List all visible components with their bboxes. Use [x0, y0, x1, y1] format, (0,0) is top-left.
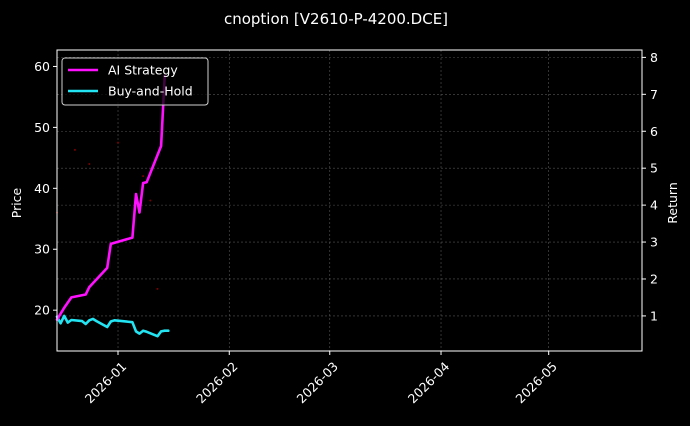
- plot-frame: [56, 49, 643, 352]
- series-lines: [55, 74, 170, 338]
- y-right-tick-label: 8: [650, 50, 658, 65]
- y-right-tick-label: 1: [650, 308, 658, 323]
- x-tick-label: 2026-03: [294, 359, 342, 407]
- y-axis-label-right: Return: [665, 182, 680, 223]
- legend-label-buy-and-hold: Buy-and-Hold: [108, 84, 193, 99]
- y-left-tick-label: 50: [34, 120, 50, 135]
- price-marker-point: [142, 175, 145, 178]
- y-left-tick-label: 30: [34, 242, 50, 257]
- y-right-tick-label: 2: [650, 271, 658, 286]
- y-right-tick-label: 3: [650, 235, 658, 250]
- legend: AI Strategy Buy-and-Hold: [61, 57, 209, 106]
- x-tick-label: 2026-05: [512, 359, 560, 407]
- price-marker-point: [88, 162, 91, 165]
- y-right-tick-label: 7: [650, 87, 658, 102]
- x-tick-label: 2026-02: [193, 359, 241, 407]
- y-left-tick-label: 40: [34, 181, 50, 196]
- price-marker-point: [149, 199, 152, 202]
- y-axis-label-left: Price: [9, 187, 24, 218]
- chart-title: cnoption [V2610-P-4200.DCE]: [224, 10, 448, 28]
- price-marker-point: [156, 287, 159, 290]
- x-tick-label: 2026-01: [82, 359, 130, 407]
- ai-strategy-line: [55, 74, 166, 321]
- price-marker-point: [73, 148, 76, 151]
- legend-label-ai-strategy: AI Strategy: [108, 63, 178, 78]
- price-marker-point: [117, 141, 120, 144]
- x-tick-label: 2026-04: [405, 359, 453, 407]
- y-left-tick-label: 60: [34, 59, 50, 74]
- y-right-tick-label: 6: [650, 124, 658, 139]
- y-right-tick-label: 4: [650, 198, 658, 213]
- legend-box: [61, 57, 209, 106]
- y-left-tick-label: 20: [34, 303, 50, 318]
- buy-and-hold-line: [55, 314, 170, 338]
- y-right-tick-label: 5: [650, 161, 658, 176]
